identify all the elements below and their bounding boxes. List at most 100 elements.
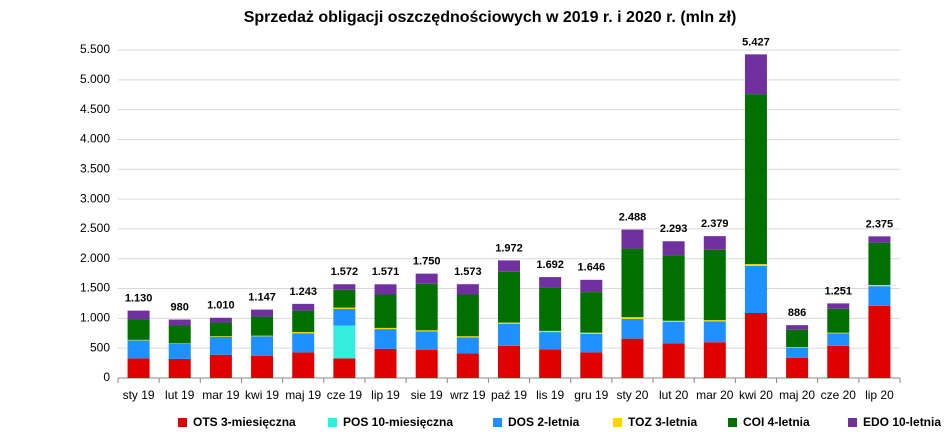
bar-segment <box>539 332 562 350</box>
legend-label: DOS 2-letnia <box>508 415 580 429</box>
bar-segment <box>539 330 562 333</box>
x-tick-label: paź 19 <box>491 388 527 402</box>
bar-segment <box>662 343 685 378</box>
bar-segment <box>292 332 315 334</box>
bar-segment <box>744 312 767 378</box>
bar-segment <box>374 294 397 328</box>
bar-segment <box>333 307 356 309</box>
bar-segment <box>703 236 726 250</box>
bar-segment <box>703 320 726 322</box>
bar-segment <box>868 286 891 306</box>
bar-segment <box>168 343 191 345</box>
total-label: 1.243 <box>289 286 317 298</box>
bar-segment <box>498 322 520 324</box>
bar-segment <box>539 349 562 378</box>
x-tick-label: lip 20 <box>865 388 894 402</box>
bar-segment <box>827 303 850 309</box>
bar-segment <box>744 94 767 265</box>
bar-segment <box>786 325 809 330</box>
bar-segment <box>580 352 603 378</box>
bar-segment <box>868 236 891 243</box>
bar-segment <box>127 339 150 341</box>
bar-segment <box>786 329 809 347</box>
legend-swatch <box>178 418 187 427</box>
bar-segment <box>168 358 191 378</box>
y-tick-label: 2.500 <box>80 221 110 235</box>
total-label: 2.379 <box>701 218 729 230</box>
total-label: 1.010 <box>207 300 235 312</box>
legend-swatch <box>848 418 857 427</box>
bar-segment <box>827 332 850 334</box>
bar-segment <box>209 317 232 323</box>
bar-segment <box>209 354 232 378</box>
bar-segment <box>127 358 150 378</box>
bar-segment <box>456 353 479 378</box>
bar-segment <box>621 338 644 378</box>
bar-segment <box>456 337 479 354</box>
y-tick-label: 3.000 <box>80 191 110 205</box>
bar-segment <box>827 308 850 333</box>
total-label: 1.750 <box>413 256 441 268</box>
total-label: 1.572 <box>331 266 359 278</box>
legend-label: COI 4-letnia <box>743 415 810 429</box>
bar-segment <box>498 323 520 346</box>
bar-segment <box>662 255 685 321</box>
bar-segment <box>868 284 891 287</box>
x-tick-label: sty 19 <box>123 388 155 402</box>
total-label: 980 <box>171 301 189 313</box>
bar-segment <box>374 348 397 378</box>
x-tick-label: cze 20 <box>821 388 857 402</box>
x-tick-label: wrz 19 <box>449 388 486 402</box>
bar-segment <box>456 294 479 337</box>
x-tick-label: sie 19 <box>411 388 443 402</box>
x-tick-label: kwi 20 <box>739 388 773 402</box>
total-label: 886 <box>788 307 806 319</box>
x-tick-label: mar 19 <box>202 388 240 402</box>
bar-segment <box>703 249 726 321</box>
bar-segment <box>868 242 891 285</box>
bar-segment <box>333 284 356 290</box>
y-tick-label: 4.000 <box>80 132 110 146</box>
x-tick-label: mar 20 <box>696 388 734 402</box>
y-tick-label: 1.000 <box>80 311 110 325</box>
bar-segment <box>498 260 520 272</box>
legend-swatch <box>728 418 737 427</box>
bar-segment <box>744 54 767 95</box>
bar-segment <box>333 325 356 359</box>
bar-segment <box>415 331 438 350</box>
bar-segment <box>251 336 274 356</box>
bar-segment <box>539 277 562 288</box>
legend-swatch <box>328 418 337 427</box>
bar-segment <box>744 265 767 313</box>
bar-segment <box>827 345 850 378</box>
total-label: 1.571 <box>372 266 400 278</box>
bar-segment <box>456 336 479 338</box>
bar-segment <box>580 332 603 334</box>
bar-segment <box>456 284 479 295</box>
x-tick-label: gru 19 <box>574 388 608 402</box>
bar-segment <box>168 325 191 344</box>
bar-segment <box>127 310 150 320</box>
x-tick-label: lut 19 <box>165 388 195 402</box>
y-tick-label: 5.000 <box>80 72 110 86</box>
bar-segment <box>498 271 520 323</box>
bar-segment <box>621 248 644 318</box>
total-label: 1.972 <box>495 242 523 254</box>
bar-segment <box>168 319 191 326</box>
bar-segment <box>662 320 685 322</box>
bar-segment <box>127 340 150 359</box>
x-tick-label: kwi 19 <box>245 388 279 402</box>
bar-segment <box>251 309 274 317</box>
y-tick-label: 500 <box>90 340 110 354</box>
total-label: 1.573 <box>454 266 482 278</box>
bar-segment <box>127 319 150 340</box>
y-tick-label: 3.500 <box>80 161 110 175</box>
bar-segment <box>621 317 644 319</box>
x-tick-label: maj 19 <box>285 388 321 402</box>
y-tick-label: 4.500 <box>80 102 110 116</box>
bar-segment <box>662 241 685 256</box>
total-label: 1.251 <box>824 285 852 297</box>
bar-segment <box>621 229 644 249</box>
bar-segment <box>251 316 274 336</box>
